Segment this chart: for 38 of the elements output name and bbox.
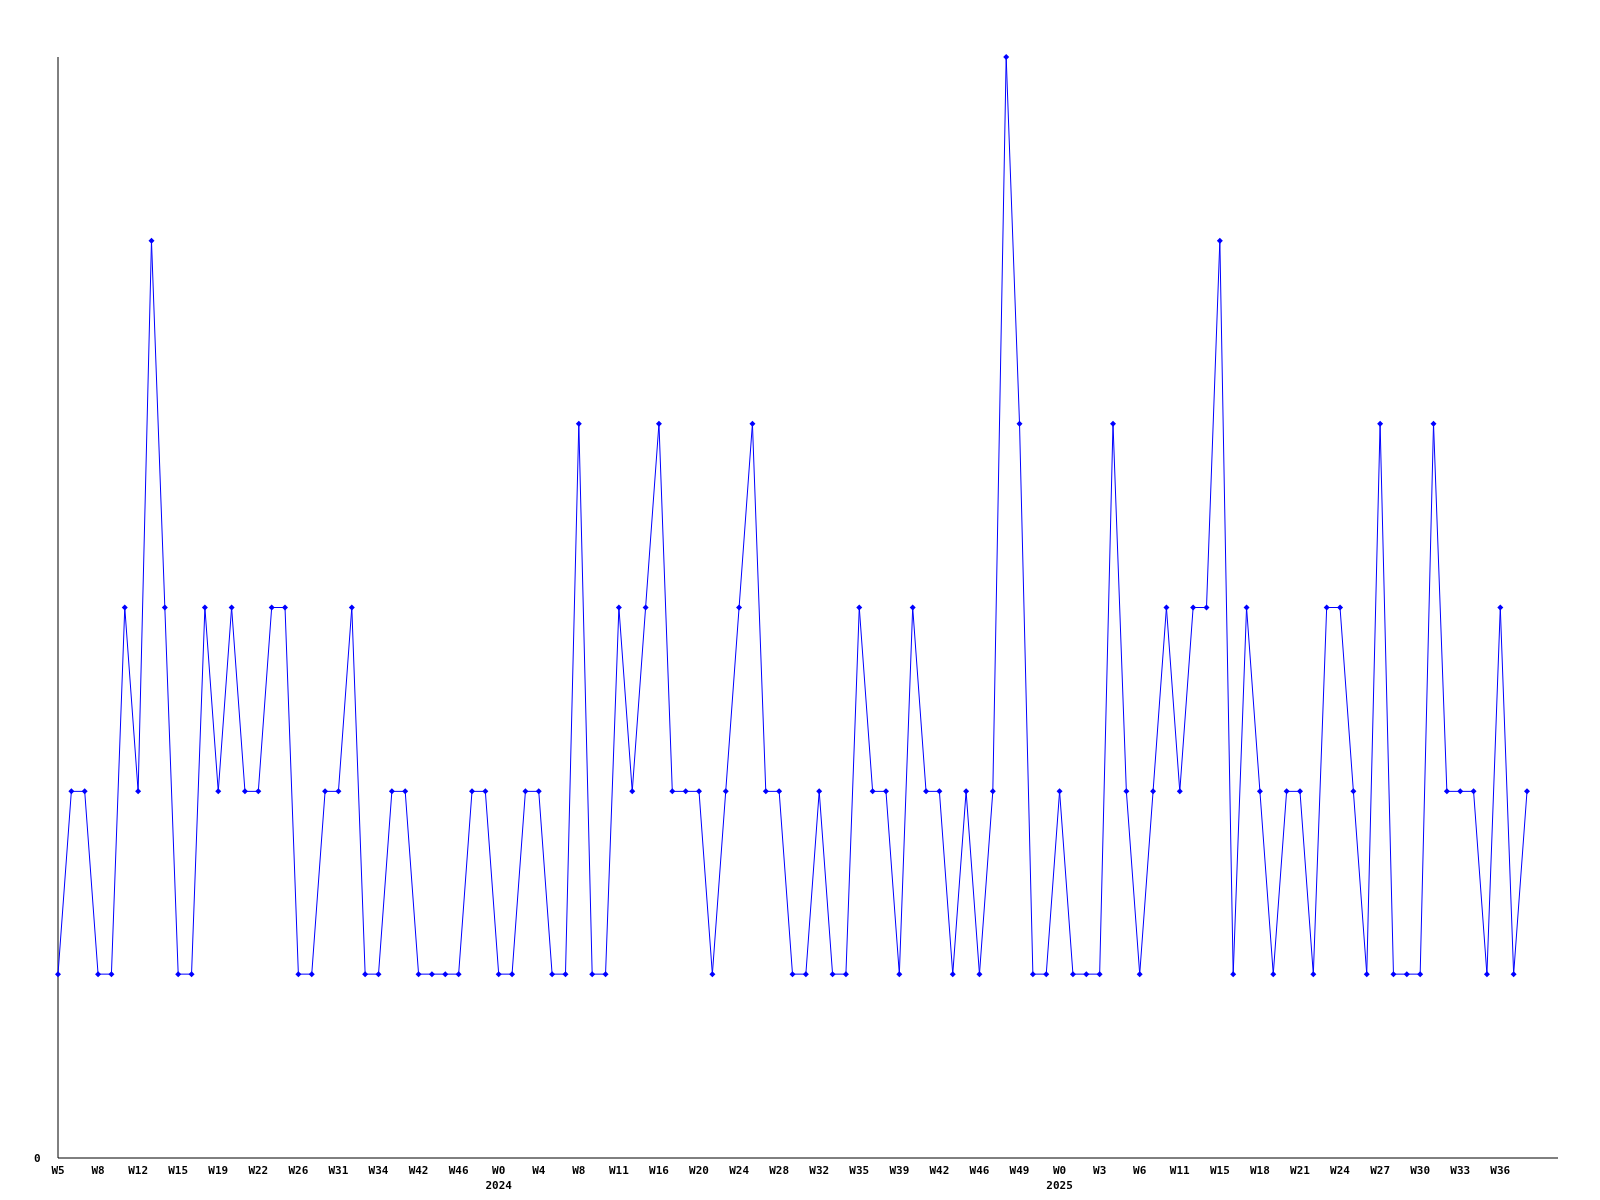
x-tick-label: W6 [1133, 1164, 1147, 1177]
x-tick-label: W46 [448, 1164, 469, 1177]
x-tick-label: W0 2025 [1046, 1164, 1073, 1192]
x-tick-label: W32 [809, 1164, 830, 1177]
x-tick-label: W0 2024 [485, 1164, 513, 1192]
x-tick-label: W42 [929, 1164, 950, 1177]
x-tick-label: W27 [1370, 1164, 1391, 1177]
x-tick-label: W15 [168, 1164, 189, 1177]
x-tick-label: W39 [889, 1164, 910, 1177]
x-tick-label: W24 [1330, 1164, 1351, 1177]
x-tick-label: W26 [288, 1164, 309, 1177]
x-tick-label: W46 [969, 1164, 990, 1177]
x-tick-label: W33 [1450, 1164, 1471, 1177]
x-tick-label: W3 [1093, 1164, 1107, 1177]
x-tick-label: W8 [572, 1164, 586, 1177]
x-tick-label: W12 [128, 1164, 149, 1177]
text: 0 [34, 1151, 41, 1165]
x-tick-label: W49 [1009, 1164, 1030, 1177]
x-tick-label: W28 [769, 1164, 790, 1177]
x-tick-label: W18 [1249, 1164, 1270, 1177]
x-tick-label: W31 [328, 1164, 349, 1177]
x-tick-label: W21 [1290, 1164, 1311, 1177]
x-tick-label: W11 [1169, 1164, 1191, 1177]
x-tick-label: W16 [649, 1164, 670, 1177]
x-tick-label: W30 [1410, 1164, 1431, 1177]
x-tick-label: W22 [248, 1164, 269, 1177]
x-tick-label: W34 [368, 1164, 389, 1177]
x-tick-label: W42 [408, 1164, 429, 1177]
x-tick-label: W24 [729, 1164, 750, 1177]
x-tick-label: W36 [1490, 1164, 1511, 1177]
x-tick-label: W20 [689, 1164, 709, 1177]
x-tick-label: W4 [532, 1164, 546, 1177]
x-tick-label: W15 [1209, 1164, 1230, 1177]
x-tick-label: W19 [208, 1164, 229, 1177]
x-tick-label: W8 [91, 1164, 105, 1177]
x-tick-label: W11 [608, 1164, 630, 1177]
x-tick-label: W5 [51, 1164, 65, 1177]
x-tick-label: W35 [849, 1164, 870, 1177]
